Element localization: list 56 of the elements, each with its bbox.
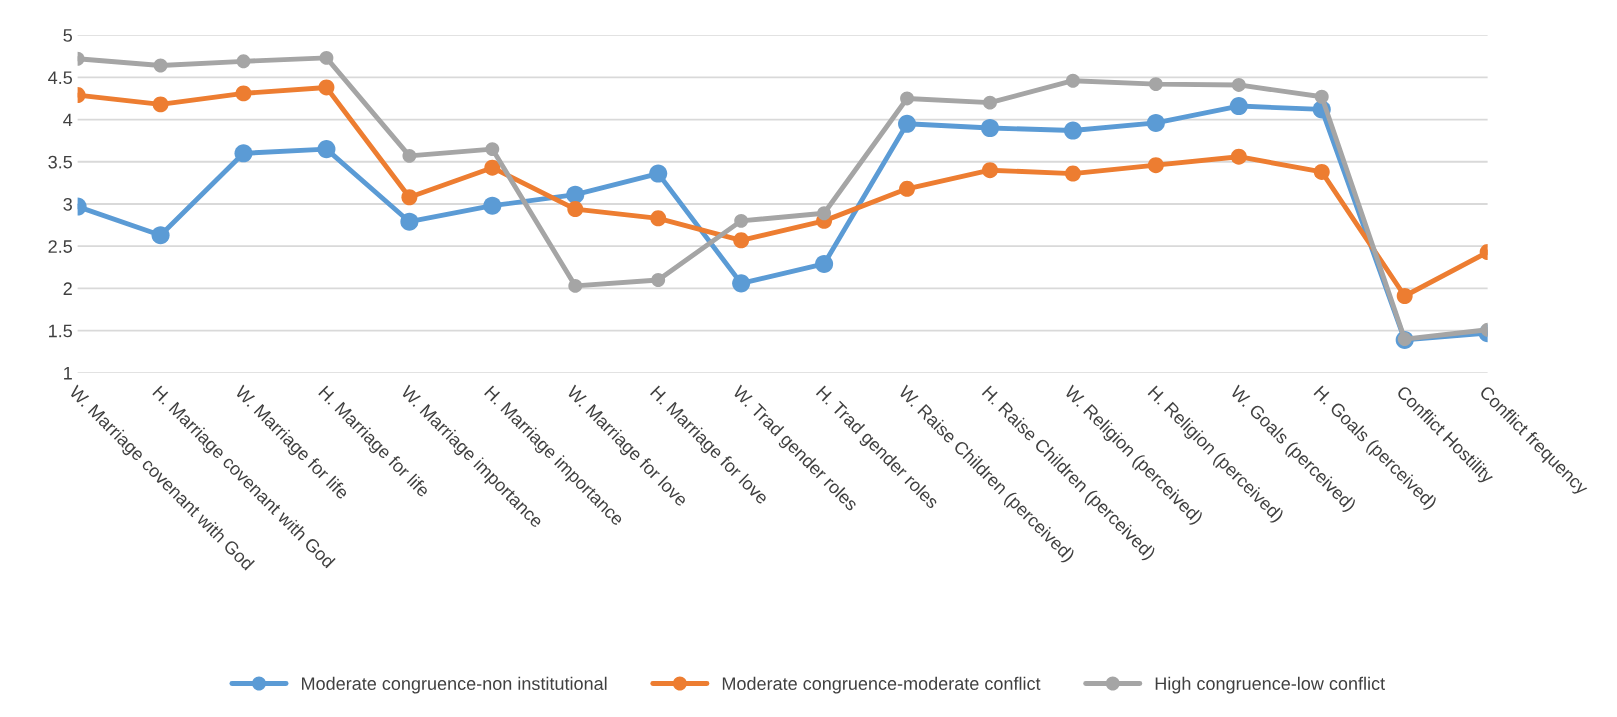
legend-label: Moderate congruence-moderate conflict (722, 676, 1041, 694)
point (1231, 78, 1246, 92)
point (1229, 97, 1248, 116)
point (566, 185, 585, 204)
point (815, 254, 834, 273)
point (733, 232, 750, 249)
point (1313, 163, 1330, 180)
point (1148, 77, 1163, 92)
point (151, 226, 170, 245)
point (1063, 121, 1082, 140)
y-tick-label: 3.5 (48, 155, 72, 169)
point (1065, 73, 1080, 88)
point (235, 85, 252, 102)
point (650, 210, 667, 227)
point (732, 274, 751, 293)
point (1396, 288, 1413, 304)
point (982, 162, 998, 179)
point (649, 164, 668, 183)
y-tick-label: 1 (64, 366, 72, 380)
point (899, 180, 916, 197)
point (567, 201, 584, 218)
y-tick-label: 4 (63, 113, 73, 127)
point (483, 196, 502, 215)
point (400, 212, 419, 231)
point (318, 79, 335, 96)
point (983, 95, 997, 110)
point (980, 118, 1000, 138)
point (317, 140, 336, 159)
point (319, 50, 334, 65)
y-tick-label: 4.5 (48, 71, 72, 85)
point (734, 213, 749, 228)
point (484, 159, 501, 176)
point (401, 189, 418, 206)
point (152, 96, 169, 113)
point (485, 142, 500, 157)
point (153, 58, 168, 73)
point (651, 273, 666, 287)
y-tick-label: 5 (63, 29, 72, 42)
point (236, 54, 251, 69)
legend-label: Moderate congruence-non institutional (302, 676, 607, 694)
point (1146, 113, 1165, 132)
point (898, 114, 917, 133)
point (1314, 89, 1329, 104)
y-tick-label: 2.5 (48, 240, 72, 253)
legend-label: High congruence-low conflict (1155, 676, 1385, 694)
y-tick-label: 1.5 (49, 324, 72, 338)
point (568, 278, 583, 293)
point (1064, 165, 1081, 182)
point (1147, 157, 1164, 174)
point (234, 144, 253, 163)
point (817, 206, 832, 221)
y-tick-label: 3 (63, 197, 72, 211)
point (900, 91, 914, 106)
y-tick-label: 2 (63, 282, 72, 295)
point (1230, 148, 1247, 165)
point (402, 148, 417, 163)
